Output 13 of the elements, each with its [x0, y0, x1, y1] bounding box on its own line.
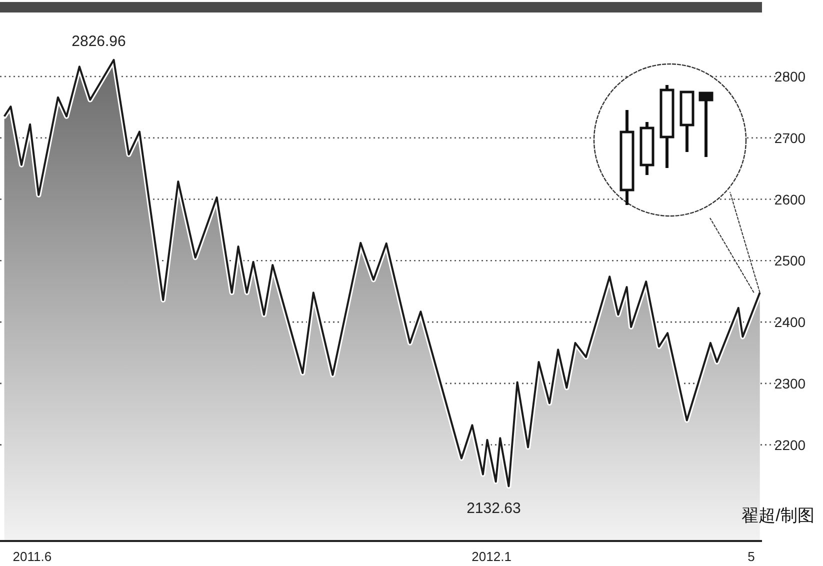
x-tick-label: 2012.1 — [472, 549, 512, 564]
y-tick-label: 2800 — [774, 68, 806, 84]
annotation: 2826.96 — [72, 32, 126, 50]
annotation: 翟超/制图 — [742, 506, 814, 525]
y-tick-label: 2400 — [774, 314, 806, 330]
y-tick-label: 2500 — [774, 252, 806, 269]
y-tick-label: 2600 — [774, 191, 806, 208]
y-tick-label: 2300 — [774, 375, 806, 392]
x-tick-label: 2011.6 — [12, 549, 52, 564]
annotation: 2132.63 — [466, 500, 521, 518]
x-tick-label: 5 — [748, 549, 755, 564]
y-tick-label: 2700 — [774, 130, 806, 146]
y-tick-label: 2200 — [774, 436, 806, 453]
